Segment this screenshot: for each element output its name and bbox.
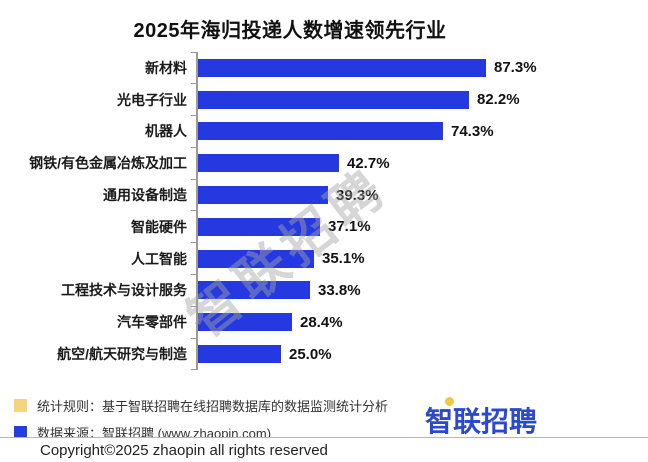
bar-row: 航空/航天研究与制造 25.0% bbox=[0, 337, 648, 371]
value-label: 87.3% bbox=[494, 59, 537, 77]
bar bbox=[198, 217, 320, 236]
bar bbox=[198, 281, 310, 300]
bar-row: 通用设备制造 39.3% bbox=[0, 178, 648, 211]
logo-dot-icon bbox=[445, 397, 454, 406]
value-label: 28.4% bbox=[300, 313, 343, 331]
blue-square-bullet-icon bbox=[14, 426, 27, 439]
category-label: 机器人 bbox=[145, 123, 187, 140]
bar-track: 82.2% bbox=[191, 83, 648, 116]
chart-rows: 新材料 87.3% 光电子行业 82.2% 机器人 74.3% 钢铁/有色金属冶… bbox=[0, 51, 648, 371]
category-label: 钢铁/有色金属冶炼及加工 bbox=[29, 155, 187, 172]
bar-track: 37.1% bbox=[191, 210, 648, 243]
value-label: 39.3% bbox=[336, 186, 379, 204]
note-statistics-rule: 统计规则：基于智联招聘在线招聘数据库的数据监测统计分析 bbox=[14, 396, 648, 415]
value-label: 37.1% bbox=[328, 218, 371, 236]
bar bbox=[198, 345, 281, 364]
bar-track: 42.7% bbox=[191, 146, 648, 180]
category-label: 汽车零部件 bbox=[117, 314, 187, 331]
bar-row: 人工智能 35.1% bbox=[0, 242, 648, 275]
category-label: 人工智能 bbox=[131, 250, 187, 267]
bar bbox=[198, 313, 292, 332]
bar-row: 汽车零部件 28.4% bbox=[0, 305, 648, 339]
category-label: 通用设备制造 bbox=[103, 187, 187, 204]
category-label: 智能硬件 bbox=[131, 218, 187, 235]
bar-track: 74.3% bbox=[191, 115, 648, 148]
bar-row: 智能硬件 37.1% bbox=[0, 210, 648, 243]
value-label: 33.8% bbox=[318, 281, 361, 299]
value-label: 35.1% bbox=[322, 250, 365, 268]
chart-title: 2025年海归投递人数增速领先行业 bbox=[133, 20, 447, 42]
bar bbox=[198, 186, 328, 205]
bar-track: 28.4% bbox=[191, 305, 648, 339]
value-label: 74.3% bbox=[451, 122, 494, 140]
bar-track: 25.0% bbox=[191, 337, 648, 371]
value-label: 25.0% bbox=[289, 345, 332, 363]
value-label: 82.2% bbox=[477, 91, 520, 109]
zhaopin-logo: 智联招聘 bbox=[425, 397, 545, 437]
bar-track: 35.1% bbox=[191, 242, 648, 275]
category-label: 光电子行业 bbox=[117, 91, 187, 108]
bar bbox=[198, 122, 443, 141]
bar-row: 光电子行业 82.2% bbox=[0, 83, 648, 116]
category-label: 新材料 bbox=[145, 59, 187, 76]
bar-row: 机器人 74.3% bbox=[0, 115, 648, 148]
footer: 统计规则：基于智联招聘在线招聘数据库的数据监测统计分析 数据来源：智联招聘 (w… bbox=[0, 392, 648, 441]
logo-text: 智联招聘 bbox=[425, 406, 538, 437]
value-label: 42.7% bbox=[347, 154, 390, 172]
bar-track: 39.3% bbox=[191, 178, 648, 211]
note-text: 统计规则：基于智联招聘在线招聘数据库的数据监测统计分析 bbox=[37, 399, 389, 414]
bar bbox=[198, 58, 486, 77]
bar-row: 工程技术与设计服务 33.8% bbox=[0, 274, 648, 307]
bar bbox=[198, 90, 469, 109]
category-label: 航空/航天研究与制造 bbox=[57, 346, 187, 363]
bar-row: 钢铁/有色金属冶炼及加工 42.7% bbox=[0, 146, 648, 180]
footnotes: 统计规则：基于智联招聘在线招聘数据库的数据监测统计分析 数据来源：智联招聘 (w… bbox=[0, 392, 648, 442]
yellow-square-bullet-icon bbox=[14, 399, 27, 412]
bar-track: 33.8% bbox=[191, 274, 648, 307]
bar-track: 87.3% bbox=[191, 51, 648, 84]
copyright-bar: Copyright©2025 zhaopin all rights reserv… bbox=[0, 437, 648, 462]
copyright-text: Copyright©2025 zhaopin all rights reserv… bbox=[40, 442, 328, 459]
bar bbox=[198, 154, 339, 173]
category-label: 工程技术与设计服务 bbox=[61, 282, 187, 299]
bar-row: 新材料 87.3% bbox=[0, 51, 648, 84]
bar bbox=[198, 249, 314, 268]
bar-chart: 智联招聘 新材料 87.3% 光电子行业 82.2% 机器人 74.3% 钢铁/… bbox=[0, 51, 648, 371]
